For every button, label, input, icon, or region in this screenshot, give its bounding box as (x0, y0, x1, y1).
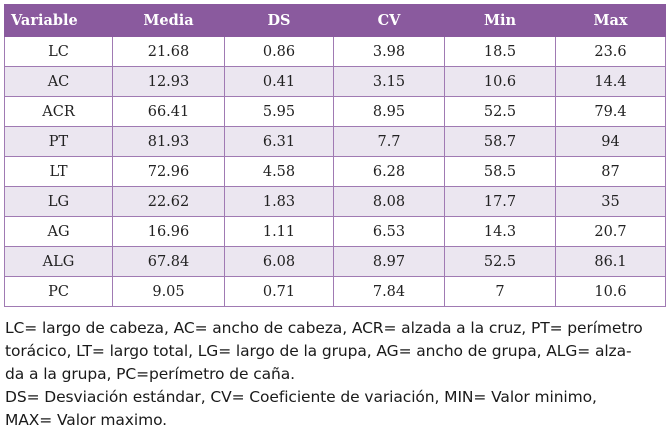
table-cell-variable: LC (4, 36, 113, 67)
table-cell-media: 9.05 (112, 276, 225, 307)
header-cell-media: Media (112, 4, 225, 37)
table-cell-cv: 8.97 (333, 246, 445, 277)
table-cell-ds: 0.86 (224, 36, 334, 67)
table-cell-max: 14.4 (555, 66, 666, 97)
table-cell-media: 16.96 (112, 216, 225, 247)
table-cell-ds: 5.95 (224, 96, 334, 127)
table-body: LC 21.68 0.86 3.98 18.5 23.6 AC 12.93 0.41 3.15 10… (4, 36, 666, 307)
table-cell-max: 23.6 (555, 36, 666, 67)
table-cell-min: 17.7 (444, 186, 556, 217)
table-notes: LC= largo de cabeza, AC= ancho de cabeza… (4, 317, 665, 432)
note-line: da a la grupa, PC=perímetro de caña. (5, 365, 295, 383)
table-cell-media: 12.93 (112, 66, 225, 97)
table-cell-media: 81.93 (112, 126, 225, 157)
note-line: DS= Desviación estándar, CV= Coeficiente… (5, 388, 597, 406)
table-cell-min: 7 (444, 276, 556, 307)
table-cell-max: 94 (555, 126, 666, 157)
table-header: Variable Media DS CV Min Max (4, 4, 666, 37)
table-cell-cv: 8.95 (333, 96, 445, 127)
table-cell-variable: LG (4, 186, 113, 217)
header-cell-min: Min (444, 4, 556, 37)
table-cell-ds: 6.08 (224, 246, 334, 277)
table-cell-ds: 0.41 (224, 66, 334, 97)
table-row: PT 81.93 6.31 7.7 58.7 94 (4, 126, 666, 157)
note-line: LC= largo de cabeza, AC= ancho de cabeza… (5, 319, 643, 337)
table-cell-cv: 6.28 (333, 156, 445, 187)
table-cell-ds: 6.31 (224, 126, 334, 157)
table-cell-media: 72.96 (112, 156, 225, 187)
table-row: AC 12.93 0.41 3.15 10.6 14.4 (4, 66, 666, 97)
table-cell-min: 10.6 (444, 66, 556, 97)
table-row: ALG 67.84 6.08 8.97 52.5 86.1 (4, 246, 666, 277)
table-cell-variable: ACR (4, 96, 113, 127)
table-cell-variable: AC (4, 66, 113, 97)
table-cell-variable: PT (4, 126, 113, 157)
table-cell-variable: PC (4, 276, 113, 307)
table-cell-media: 22.62 (112, 186, 225, 217)
table-cell-ds: 1.83 (224, 186, 334, 217)
table-cell-ds: 0.71 (224, 276, 334, 307)
table-cell-cv: 6.53 (333, 216, 445, 247)
table-cell-variable: AG (4, 216, 113, 247)
header-cell-ds: DS (224, 4, 334, 37)
table-cell-cv: 8.08 (333, 186, 445, 217)
table-cell-cv: 7.84 (333, 276, 445, 307)
table-cell-max: 79.4 (555, 96, 666, 127)
table-cell-max: 35 (555, 186, 666, 217)
table-cell-max: 86.1 (555, 246, 666, 277)
table-cell-media: 21.68 (112, 36, 225, 67)
header-cell-variable: Variable (4, 4, 113, 37)
table-cell-variable: LT (4, 156, 113, 187)
table-cell-min: 18.5 (444, 36, 556, 67)
table-cell-ds: 1.11 (224, 216, 334, 247)
table-cell-media: 67.84 (112, 246, 225, 277)
table-row: LC 21.68 0.86 3.98 18.5 23.6 (4, 36, 666, 67)
table-row: LG 22.62 1.83 8.08 17.7 35 (4, 186, 666, 217)
table-row: ACR 66.41 5.95 8.95 52.5 79.4 (4, 96, 666, 127)
table-cell-min: 14.3 (444, 216, 556, 247)
table-cell-min: 58.5 (444, 156, 556, 187)
table-cell-cv: 3.15 (333, 66, 445, 97)
table-cell-max: 20.7 (555, 216, 666, 247)
table-cell-min: 58.7 (444, 126, 556, 157)
table-row: AG 16.96 1.11 6.53 14.3 20.7 (4, 216, 666, 247)
statistics-note: DS= Desviación estándar, CV= Coeficiente… (5, 386, 665, 432)
table-cell-variable: ALG (4, 246, 113, 277)
header-cell-cv: CV (333, 4, 445, 37)
statistics-table: Variable Media DS CV Min Max LC 21.68 0.86… (4, 4, 666, 307)
table-row: LT 72.96 4.58 6.28 58.5 87 (4, 156, 666, 187)
note-line: MAX= Valor maximo. (5, 411, 168, 429)
table-cell-cv: 3.98 (333, 36, 445, 67)
table-cell-cv: 7.7 (333, 126, 445, 157)
header-row: Variable Media DS CV Min Max (4, 4, 666, 37)
document-content: Variable Media DS CV Min Max LC 21.68 0.86… (4, 4, 666, 432)
table-row: PC 9.05 0.71 7.84 7 10.6 (4, 276, 666, 307)
table-cell-max: 10.6 (555, 276, 666, 307)
note-line: torácico, LT= largo total, LG= largo de … (5, 342, 632, 360)
table-cell-media: 66.41 (112, 96, 225, 127)
table-cell-max: 87 (555, 156, 666, 187)
abbreviations-note: LC= largo de cabeza, AC= ancho de cabeza… (5, 317, 665, 386)
table-cell-min: 52.5 (444, 246, 556, 277)
header-cell-max: Max (555, 4, 666, 37)
table-cell-ds: 4.58 (224, 156, 334, 187)
table-cell-min: 52.5 (444, 96, 556, 127)
